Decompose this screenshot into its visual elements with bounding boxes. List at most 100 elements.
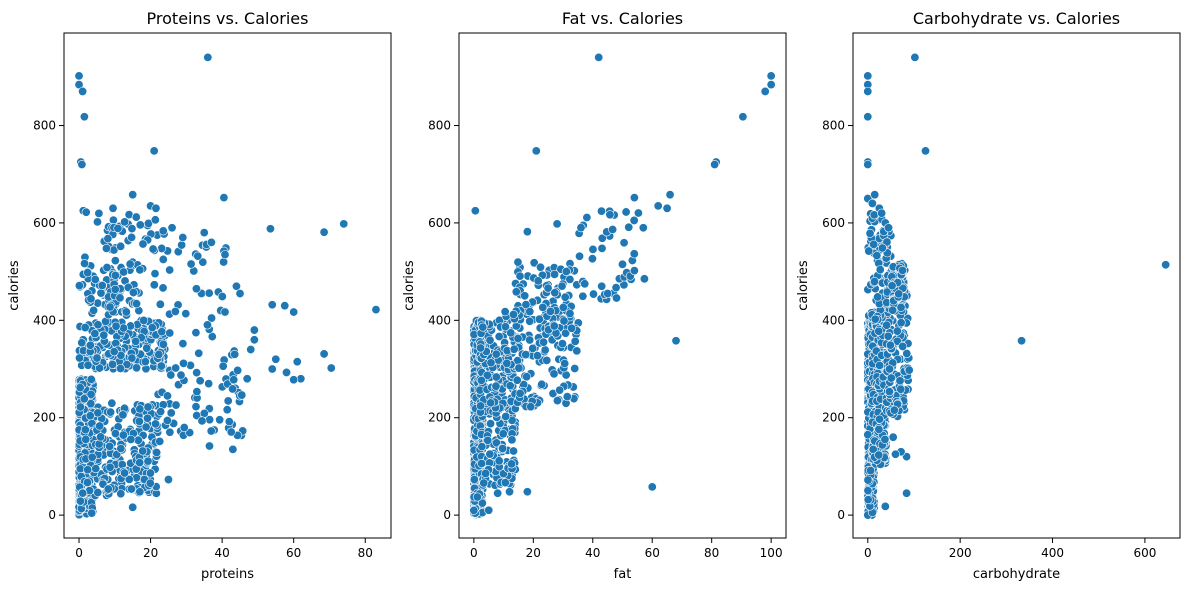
data-point bbox=[271, 354, 281, 364]
data-point bbox=[863, 475, 873, 485]
data-point bbox=[92, 217, 102, 227]
data-point bbox=[156, 407, 166, 417]
data-point bbox=[86, 389, 96, 399]
data-point bbox=[152, 448, 162, 458]
data-point bbox=[178, 233, 188, 243]
data-point bbox=[511, 287, 521, 297]
data-point bbox=[534, 314, 544, 324]
data-point bbox=[608, 224, 618, 234]
data-point bbox=[326, 363, 336, 373]
data-point bbox=[163, 475, 173, 485]
data-point bbox=[191, 328, 201, 338]
data-point bbox=[97, 280, 107, 290]
data-point bbox=[531, 146, 541, 156]
data-point bbox=[629, 215, 639, 225]
data-point bbox=[896, 302, 906, 312]
data-point bbox=[192, 368, 202, 378]
data-point bbox=[633, 208, 643, 218]
data-point bbox=[560, 358, 570, 368]
data-point bbox=[119, 267, 129, 277]
data-point bbox=[228, 444, 238, 454]
data-point bbox=[157, 243, 167, 253]
data-point bbox=[477, 498, 487, 508]
data-point bbox=[204, 441, 214, 451]
data-point bbox=[479, 478, 489, 488]
data-point bbox=[486, 358, 496, 368]
axes-frame bbox=[63, 32, 392, 539]
data-point bbox=[874, 424, 884, 434]
data-point bbox=[532, 351, 542, 361]
data-point bbox=[171, 363, 181, 373]
data-point bbox=[204, 379, 214, 389]
x-axis-label: carbohydrate bbox=[973, 567, 1060, 582]
data-point bbox=[113, 223, 123, 233]
data-point bbox=[506, 328, 516, 338]
data-point bbox=[124, 474, 134, 484]
data-point bbox=[226, 427, 236, 437]
data-point bbox=[509, 446, 519, 456]
y-tick-label: 600 bbox=[822, 216, 845, 230]
data-point bbox=[538, 302, 548, 312]
x-tick-label: 40 bbox=[214, 546, 229, 560]
data-point bbox=[492, 438, 502, 448]
data-point bbox=[107, 359, 117, 369]
data-point bbox=[90, 275, 100, 285]
chart-panel-2: Fat vs. Calories 0 20 40 60 80 100 0 200 400 600 80… bbox=[402, 9, 787, 582]
data-point bbox=[560, 292, 570, 302]
data-point bbox=[151, 203, 161, 213]
data-point bbox=[339, 219, 349, 229]
data-point bbox=[543, 283, 553, 293]
data-point bbox=[877, 208, 887, 218]
data-point bbox=[198, 257, 208, 267]
data-point bbox=[525, 335, 535, 345]
data-point bbox=[550, 288, 560, 298]
data-point bbox=[186, 259, 196, 269]
data-point bbox=[638, 223, 648, 233]
data-point bbox=[639, 274, 649, 284]
data-point bbox=[567, 323, 577, 333]
data-point bbox=[75, 464, 85, 474]
data-point bbox=[199, 228, 209, 238]
data-point bbox=[476, 343, 486, 353]
data-point bbox=[902, 488, 912, 498]
data-point bbox=[158, 283, 168, 293]
data-point bbox=[874, 326, 884, 336]
data-point bbox=[486, 398, 496, 408]
data-point bbox=[75, 496, 85, 506]
data-point bbox=[898, 341, 908, 351]
data-point bbox=[120, 468, 130, 478]
data-point bbox=[102, 263, 112, 273]
axes-frame bbox=[852, 32, 1181, 539]
data-point bbox=[127, 224, 137, 234]
x-tick-label: 80 bbox=[704, 546, 719, 560]
data-point bbox=[103, 234, 113, 244]
data-point bbox=[89, 305, 99, 315]
data-point bbox=[576, 223, 586, 233]
data-point bbox=[629, 193, 639, 203]
data-point bbox=[219, 257, 229, 267]
data-point bbox=[671, 336, 681, 346]
data-point bbox=[507, 435, 517, 445]
data-point bbox=[766, 71, 776, 81]
data-point bbox=[469, 505, 479, 515]
data-point bbox=[158, 226, 168, 236]
data-point bbox=[85, 340, 95, 350]
data-point bbox=[120, 217, 130, 227]
data-point bbox=[539, 337, 549, 347]
data-point bbox=[910, 52, 920, 62]
data-point bbox=[472, 492, 482, 502]
data-point bbox=[166, 370, 176, 380]
data-point bbox=[80, 425, 90, 435]
data-point bbox=[515, 271, 525, 281]
data-point bbox=[74, 71, 84, 81]
data-point bbox=[148, 244, 158, 254]
data-point bbox=[229, 375, 239, 385]
data-point bbox=[181, 309, 191, 319]
data-point bbox=[570, 336, 580, 346]
data-point bbox=[142, 343, 152, 353]
data-point bbox=[880, 501, 890, 511]
data-point bbox=[150, 269, 160, 279]
data-point bbox=[494, 332, 504, 342]
data-point bbox=[199, 408, 209, 418]
data-point bbox=[118, 430, 128, 440]
